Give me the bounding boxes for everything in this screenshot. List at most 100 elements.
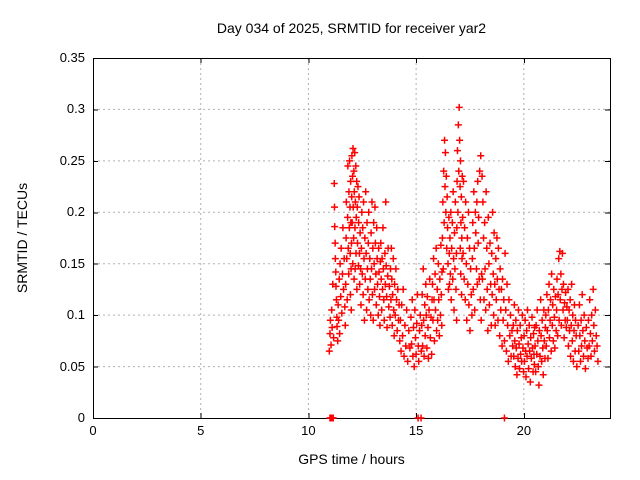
y-tick-label: 0.2 <box>66 204 85 220</box>
data-point <box>435 332 443 340</box>
data-point <box>584 316 592 324</box>
data-point <box>367 229 375 237</box>
data-point <box>560 334 568 342</box>
data-point <box>393 296 401 304</box>
data-point <box>471 208 479 216</box>
data-point <box>350 167 358 175</box>
data-point <box>397 347 405 355</box>
data-point <box>425 306 433 314</box>
data-point <box>474 177 482 185</box>
data-point <box>408 296 416 304</box>
data-point <box>527 334 535 342</box>
data-point <box>331 239 339 247</box>
data-point <box>355 193 363 201</box>
data-point <box>534 363 542 371</box>
data-point <box>531 342 539 350</box>
data-point <box>574 321 582 329</box>
data-point <box>588 311 596 319</box>
data-point <box>444 260 452 268</box>
data-point <box>522 373 530 381</box>
data-point <box>381 280 389 288</box>
data-point <box>364 239 372 247</box>
data-point <box>513 327 521 335</box>
data-point <box>335 275 343 283</box>
data-point <box>399 285 407 293</box>
data-point <box>544 354 552 362</box>
data-point <box>469 219 477 227</box>
data-point <box>499 275 507 283</box>
data-point <box>349 145 357 153</box>
data-point <box>558 249 566 257</box>
data-point <box>335 316 343 324</box>
data-point <box>490 311 498 319</box>
y-tick-label: 0 <box>77 410 85 425</box>
data-point <box>451 265 459 273</box>
data-point <box>468 255 476 263</box>
data-point <box>423 344 431 352</box>
data-point <box>481 219 489 227</box>
data-point <box>344 213 352 221</box>
data-point <box>463 316 471 324</box>
data-point <box>586 330 594 338</box>
data-point <box>444 224 452 232</box>
data-point <box>325 347 333 355</box>
data-point <box>542 311 550 319</box>
data-point <box>374 280 382 288</box>
data-point <box>535 381 543 389</box>
data-point <box>435 296 443 304</box>
data-point <box>350 188 358 196</box>
data-point <box>356 280 364 288</box>
data-point <box>359 224 367 232</box>
data-point <box>588 337 596 345</box>
data-point <box>525 321 533 329</box>
data-point <box>453 177 461 185</box>
data-point <box>549 301 557 309</box>
data-point <box>401 321 409 329</box>
data-point <box>447 296 455 304</box>
data-point <box>396 337 404 345</box>
data-point <box>366 275 374 283</box>
data-point <box>478 270 486 278</box>
data-point <box>368 198 376 206</box>
data-point <box>385 282 393 290</box>
data-point <box>477 316 485 324</box>
data-point <box>350 275 358 283</box>
data-point <box>347 177 355 185</box>
data-point <box>410 323 418 331</box>
data-point <box>545 334 553 342</box>
data-point <box>492 255 500 263</box>
data-point <box>493 234 501 242</box>
data-point <box>330 179 338 187</box>
data-point <box>543 327 551 335</box>
data-point <box>501 249 509 257</box>
data-point <box>341 321 349 329</box>
data-point <box>448 219 456 227</box>
data-point <box>491 321 499 329</box>
data-point <box>480 296 488 304</box>
data-point <box>378 306 386 314</box>
data-point <box>410 363 418 371</box>
data-point <box>386 313 394 321</box>
data-point <box>537 332 545 340</box>
data-point <box>343 296 351 304</box>
data-point <box>557 321 565 329</box>
data-point <box>577 316 585 324</box>
data-point <box>566 296 574 304</box>
data-point <box>456 244 464 252</box>
data-point <box>478 275 486 283</box>
data-point <box>367 311 375 319</box>
data-point <box>547 296 555 304</box>
data-point <box>470 244 478 252</box>
data-point <box>586 296 594 304</box>
data-point <box>558 285 566 293</box>
data-point <box>526 378 534 386</box>
data-point <box>565 306 573 314</box>
data-point <box>564 342 572 350</box>
data-point <box>391 280 399 288</box>
data-point <box>391 311 399 319</box>
data-point <box>422 311 430 319</box>
data-point <box>428 280 436 288</box>
data-point <box>422 280 430 288</box>
data-point <box>399 332 407 340</box>
data-point <box>454 121 462 129</box>
